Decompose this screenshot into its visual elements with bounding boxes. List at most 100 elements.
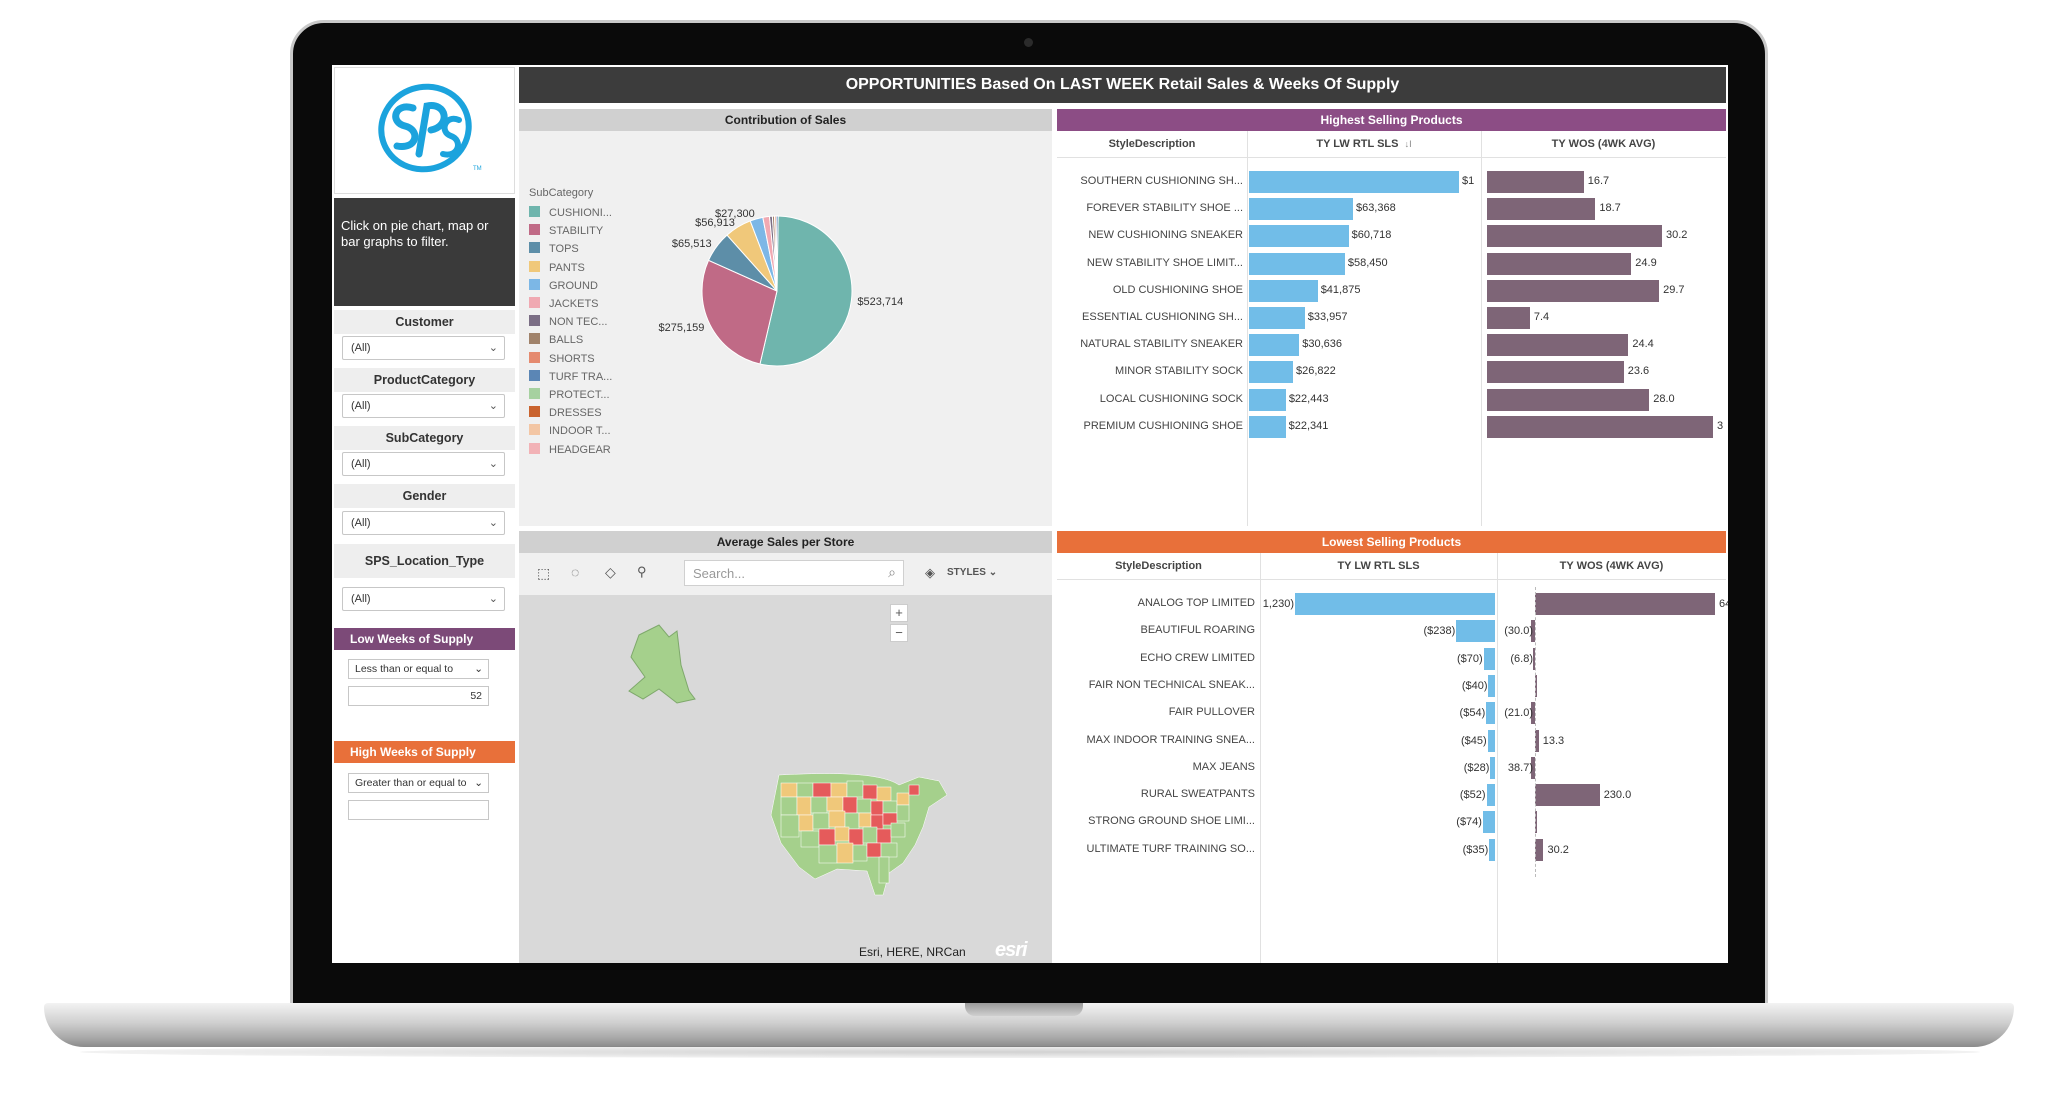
- wos-bar[interactable]: [1487, 279, 1660, 302]
- wos-bar[interactable]: [1535, 838, 1544, 861]
- product-name[interactable]: ESSENTIAL CUSHIONING SH...: [1082, 311, 1243, 323]
- legend-item[interactable]: SHORTS: [529, 351, 595, 367]
- sales-bar[interactable]: [1295, 593, 1495, 615]
- clear-selection-icon[interactable]: ⚲: [637, 564, 647, 579]
- product-name[interactable]: NEW STABILITY SHOE LIMIT...: [1086, 256, 1243, 269]
- sales-bar[interactable]: [1249, 198, 1353, 221]
- product-name[interactable]: RURAL SWEATPANTS: [1140, 788, 1255, 801]
- product-name[interactable]: LOCAL CUSHIONING SOCK: [1099, 392, 1243, 405]
- low-col-sales-header[interactable]: TY LW RTL SLS: [1337, 560, 1420, 572]
- product-name[interactable]: PREMIUM CUSHIONING SHOE: [1083, 419, 1243, 432]
- customer-filter-select[interactable]: (All) ⌄: [342, 336, 505, 360]
- product-name[interactable]: ECHO CREW LIMITED: [1140, 651, 1255, 664]
- product-name[interactable]: OLD CUSHIONING SHOE: [1112, 283, 1243, 296]
- subcategory-filter-select[interactable]: (All) ⌄: [342, 452, 505, 476]
- legend-item[interactable]: PANTS: [529, 260, 585, 276]
- wos-bar[interactable]: [1487, 171, 1584, 193]
- map-search-input[interactable]: Search... ⌕: [684, 560, 904, 586]
- product-name[interactable]: MAX JEANS: [1192, 760, 1255, 773]
- location-type-filter-select[interactable]: (All) ⌄: [342, 587, 505, 611]
- product-name[interactable]: NATURAL STABILITY SNEAKER: [1080, 338, 1243, 351]
- productcategory-filter-select[interactable]: (All) ⌄: [342, 394, 505, 418]
- legend-item[interactable]: DRESSES: [529, 405, 602, 421]
- sales-bar[interactable]: [1486, 784, 1495, 807]
- low-col-wos-header[interactable]: TY WOS (4WK AVG): [1559, 560, 1664, 572]
- sales-bar[interactable]: [1487, 729, 1495, 752]
- wos-bar[interactable]: [1531, 702, 1535, 725]
- sales-bar[interactable]: [1249, 415, 1286, 438]
- wos-bar[interactable]: [1487, 225, 1662, 248]
- high-col-wos-header[interactable]: TY WOS (4WK AVG): [1551, 138, 1656, 150]
- wos-bar[interactable]: [1533, 647, 1535, 670]
- legend-item[interactable]: STABILITY: [529, 223, 603, 239]
- legend-item[interactable]: JACKETS: [529, 296, 599, 312]
- legend-item[interactable]: NON TEC...: [529, 314, 607, 330]
- wos-bar[interactable]: [1531, 620, 1535, 643]
- sales-bar[interactable]: [1456, 620, 1495, 643]
- sales-bar[interactable]: [1249, 279, 1318, 302]
- wos-bar[interactable]: [1487, 334, 1629, 357]
- layers-icon[interactable]: ◈: [925, 565, 935, 580]
- zoom-out-button[interactable]: −: [890, 624, 908, 642]
- circle-select-icon[interactable]: ◌: [571, 564, 580, 580]
- wos-bar[interactable]: [1487, 252, 1632, 275]
- us-sales-map[interactable]: + − Esri, HERE, NRCan esri: [519, 595, 1052, 963]
- product-name[interactable]: STRONG GROUND SHOE LIMI...: [1088, 815, 1255, 828]
- high-wos-value-input[interactable]: [348, 800, 489, 820]
- product-name[interactable]: FAIR PULLOVER: [1168, 706, 1255, 719]
- wos-bar[interactable]: [1535, 593, 1715, 615]
- pie-chart[interactable]: $523,714 $275,159 $65,513 $56,913$27,300: [519, 131, 1052, 526]
- high-col-sales-header[interactable]: TY LW RTL SLS ↓I: [1247, 131, 1481, 157]
- high-wos-operator-select[interactable]: Greater than or equal to ⌄: [348, 773, 489, 793]
- zoom-in-button[interactable]: +: [890, 604, 908, 622]
- legend-item[interactable]: GROUND: [529, 278, 598, 294]
- map-styles-button[interactable]: STYLES ⌄: [947, 567, 997, 578]
- wos-bar[interactable]: [1531, 756, 1535, 779]
- sales-bar[interactable]: [1249, 361, 1293, 384]
- product-name[interactable]: FOREVER STABILITY SHOE ...: [1086, 202, 1243, 215]
- legend-item[interactable]: PROTECT...: [529, 387, 610, 403]
- wos-bar[interactable]: [1535, 784, 1600, 807]
- sales-bar[interactable]: [1249, 225, 1349, 248]
- product-name[interactable]: ANALOG TOP LIMITED: [1137, 597, 1255, 609]
- high-col-style-header[interactable]: StyleDescription: [1108, 138, 1196, 150]
- sort-desc-icon[interactable]: ↓I: [1404, 139, 1412, 149]
- legend-item[interactable]: HEADGEAR: [529, 442, 611, 458]
- product-name[interactable]: FAIR NON TECHNICAL SNEAK...: [1088, 678, 1255, 691]
- legend-item[interactable]: TURF TRA...: [529, 369, 612, 385]
- wos-bar[interactable]: [1487, 415, 1713, 438]
- wos-bar[interactable]: [1487, 388, 1650, 411]
- wos-bar[interactable]: [1487, 361, 1624, 384]
- sales-bar[interactable]: [1249, 334, 1300, 357]
- product-name[interactable]: MINOR STABILITY SOCK: [1115, 365, 1243, 378]
- sales-bar[interactable]: [1249, 171, 1459, 193]
- product-name[interactable]: SOUTHERN CUSHIONING SH...: [1080, 175, 1243, 187]
- wos-bar[interactable]: [1535, 729, 1539, 752]
- pie-slice[interactable]: [701, 259, 778, 365]
- pie-slice[interactable]: [775, 215, 779, 292]
- sales-bar[interactable]: [1486, 702, 1495, 725]
- legend-item[interactable]: BALLS: [529, 332, 583, 348]
- pie-slice[interactable]: [759, 215, 853, 367]
- sales-bar[interactable]: [1483, 647, 1495, 670]
- rect-select-icon[interactable]: ⬚: [537, 565, 551, 581]
- legend-item[interactable]: CUSHIONI...: [529, 205, 612, 221]
- lasso-select-icon[interactable]: ◇: [605, 564, 616, 580]
- sales-bar[interactable]: [1490, 756, 1495, 779]
- sales-bar[interactable]: [1489, 838, 1495, 861]
- low-col-style-header[interactable]: StyleDescription: [1115, 560, 1202, 572]
- wos-bar[interactable]: [1487, 307, 1530, 329]
- sales-bar[interactable]: [1488, 674, 1495, 697]
- legend-item[interactable]: TOPS: [529, 241, 579, 257]
- sales-bar[interactable]: [1249, 307, 1305, 329]
- product-name[interactable]: ULTIMATE TURF TRAINING SO...: [1086, 842, 1255, 855]
- product-name[interactable]: BEAUTIFUL ROARING: [1140, 624, 1256, 637]
- gender-filter-select[interactable]: (All) ⌄: [342, 511, 505, 535]
- sales-bar[interactable]: [1249, 388, 1286, 411]
- sales-bar[interactable]: [1249, 252, 1345, 275]
- product-name[interactable]: NEW CUSHIONING SNEAKER: [1088, 229, 1243, 242]
- product-name[interactable]: MAX INDOOR TRAINING SNEA...: [1086, 733, 1256, 746]
- legend-item[interactable]: INDOOR T...: [529, 423, 611, 439]
- low-wos-value-input[interactable]: 52: [348, 686, 489, 706]
- sales-bar[interactable]: [1482, 811, 1495, 834]
